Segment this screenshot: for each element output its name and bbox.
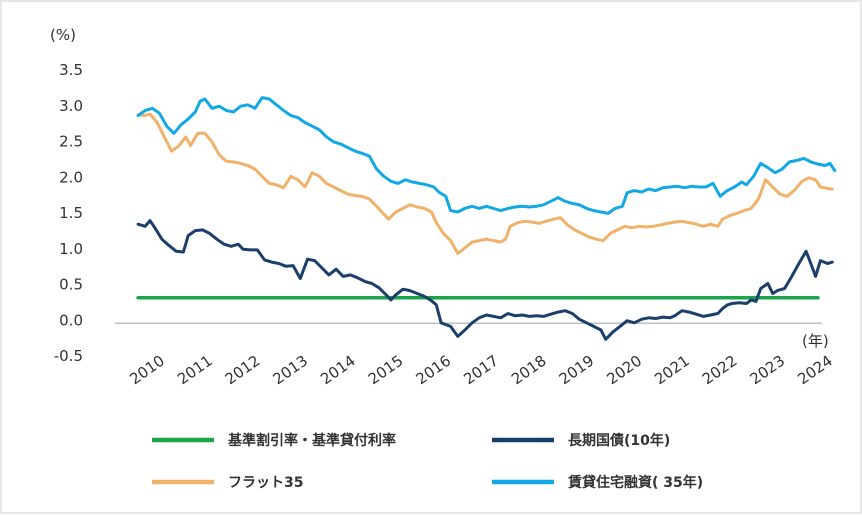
y-tick-label: 3.0 <box>59 97 83 115</box>
x-tick-label: 2014 <box>317 352 359 389</box>
x-axis-label: (年) <box>802 332 829 350</box>
y-tick-label: 1.0 <box>59 240 83 258</box>
x-axis: 2010 2011 2012 2013 2014 2015 2016 2017 2018 2019… <box>126 352 836 389</box>
x-tick-label: 2021 <box>651 352 693 389</box>
x-tick-label: 2017 <box>460 352 502 389</box>
x-tick-label: 2020 <box>603 352 645 389</box>
x-tick-label: 2022 <box>699 352 741 389</box>
x-tick-label: 2011 <box>174 352 216 389</box>
y-tick-label: 3.5 <box>59 61 83 79</box>
legend-label: フラット35 <box>228 475 303 491</box>
x-tick-label: 2010 <box>126 352 168 389</box>
y-axis: 3.5 3.0 2.5 2.0 1.5 1.0 0.5 0.0 -0.5 <box>54 61 83 365</box>
x-tick-label: 2024 <box>794 352 836 389</box>
series-line-2 <box>136 112 834 255</box>
series-lines <box>136 96 837 341</box>
series-line-1 <box>136 219 834 341</box>
y-tick-label: 0.0 <box>59 311 83 329</box>
y-axis-label: (%) <box>50 26 76 44</box>
legend-label: 基準割引率・基準貸付利率 <box>228 432 396 449</box>
x-tick-label: 2012 <box>222 352 264 389</box>
x-tick-label: 2019 <box>556 352 598 389</box>
x-tick-label: 2013 <box>269 352 311 389</box>
x-tick-label: 2018 <box>508 352 550 389</box>
legend-label: 賃貸住宅融資( 35年) <box>567 474 703 491</box>
y-tick-label: -0.5 <box>54 347 83 365</box>
y-tick-label: 1.5 <box>59 204 83 222</box>
y-tick-label: 2.0 <box>59 168 83 186</box>
series-line-3 <box>136 96 837 215</box>
y-tick-label: 0.5 <box>59 276 83 294</box>
y-tick-label: 2.5 <box>59 133 83 151</box>
x-tick-label: 2016 <box>413 352 455 389</box>
x-tick-label: 2015 <box>365 352 407 389</box>
x-tick-label: 2023 <box>747 352 789 389</box>
legend-label: 長期国債(10年) <box>568 432 670 449</box>
